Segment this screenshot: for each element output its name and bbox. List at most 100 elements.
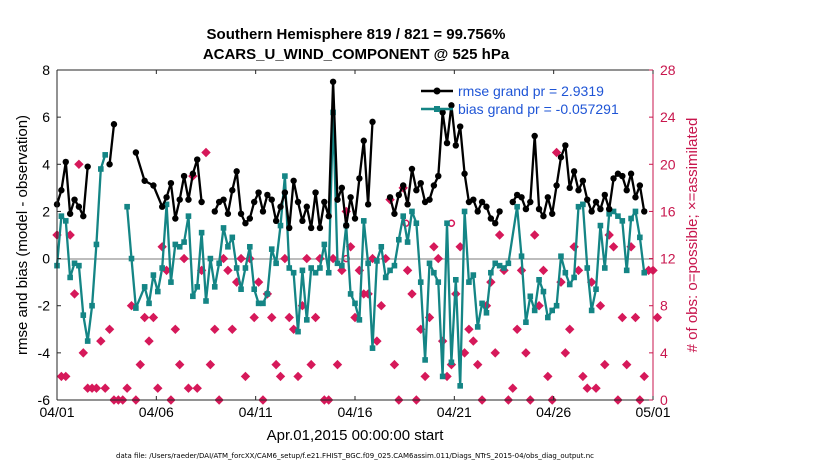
bias-point (141, 284, 148, 290)
bias-point (163, 201, 170, 208)
obs-assimilated-point (508, 383, 518, 393)
obs-assimilated-point (201, 147, 211, 158)
bias-point (540, 288, 547, 295)
bias-point (203, 298, 209, 304)
rmse-point (518, 194, 525, 201)
bias-point (207, 255, 214, 262)
obs-assimilated-point (223, 265, 233, 276)
rmse-point (224, 210, 232, 217)
rmse-point (80, 212, 87, 220)
rmse-point (549, 210, 556, 217)
rmse-point (189, 170, 197, 177)
rmse-point (185, 196, 192, 203)
rmse-point (347, 194, 354, 201)
obs-assimilated-point (148, 312, 159, 323)
bias-point (273, 260, 279, 267)
bias-point (251, 286, 258, 293)
rmse-point (141, 177, 148, 184)
obs-assimilated-point (402, 265, 413, 276)
bias-point (461, 208, 468, 215)
bias-point (365, 260, 371, 267)
rmse-point (307, 224, 315, 232)
bias-point (593, 286, 599, 293)
obs-assimilated-point (205, 359, 216, 370)
obs-assimilated-point (543, 371, 553, 382)
rmse-point (386, 194, 394, 201)
rmse-point (531, 132, 538, 140)
rmse-point (325, 212, 332, 220)
obs-assimilated-point (372, 336, 382, 346)
rmse-point (553, 182, 560, 189)
obs-assimilated-point (617, 312, 628, 323)
rmse-point (246, 215, 254, 222)
chart-subtitle: ACARS_U_WIND_COMPONENT @ 525 hPa (203, 46, 510, 63)
x-tick-label: 04/11 (239, 404, 273, 420)
bias-point (154, 288, 161, 295)
obs-assimilated-point (578, 371, 588, 382)
rmse-point (641, 208, 648, 215)
rmse-point (251, 198, 258, 206)
rmse-point (584, 196, 591, 203)
bias-point (479, 300, 485, 307)
obs-assimilated-point (153, 383, 163, 393)
bias-point (89, 302, 95, 309)
bias-point (216, 260, 222, 267)
obs-assimilated-point (621, 359, 632, 370)
y2-tick-label: 0 (660, 392, 668, 408)
bias-point (150, 272, 157, 278)
y-tick-label: 8 (42, 62, 50, 78)
rmse-point (343, 222, 350, 229)
y2-tick-label: 16 (660, 203, 676, 219)
bias-point (194, 284, 201, 290)
obs-assimilated-point (376, 301, 387, 311)
bias-point (233, 265, 240, 271)
legend-bias-label: bias grand pr = -0.057291 (458, 101, 619, 117)
bias-point (378, 243, 385, 250)
rmse-point (334, 196, 341, 203)
obs-assimilated-point (306, 359, 316, 370)
bias-point (347, 291, 354, 297)
obs-assimilated-point (275, 371, 286, 382)
bias-point (76, 262, 82, 269)
obs-assimilated-point (521, 348, 531, 358)
rmse-point (229, 187, 236, 194)
bias-point (637, 234, 643, 241)
rmse-point (167, 179, 175, 187)
bias-point (71, 260, 78, 267)
bias-point (62, 218, 69, 224)
rmse-line-segment (108, 124, 116, 165)
rmse-point (294, 198, 302, 206)
x-tick-label: 04/01 (39, 404, 74, 420)
rmse-point (627, 170, 635, 177)
bias-point (641, 269, 648, 276)
bias-point (360, 218, 367, 224)
rmse-point (233, 168, 240, 175)
rmse-point (211, 208, 218, 215)
rmse-point (75, 203, 83, 210)
obs-assimilated-point (560, 348, 571, 358)
obs-assimilated-point (302, 253, 312, 264)
bias-point (422, 357, 428, 363)
rmse-point (426, 196, 433, 203)
obs-assimilated-point (464, 324, 474, 334)
obs-assimilated-point (271, 359, 281, 370)
rmse-point (527, 198, 534, 206)
bias-point (339, 262, 345, 269)
rmse-point (461, 170, 468, 177)
bias-point (549, 307, 556, 314)
y2-tick-label: 8 (660, 298, 668, 314)
bias-point (238, 286, 244, 293)
bias-point (580, 201, 586, 208)
rmse-point (303, 203, 310, 210)
bias-point (352, 300, 358, 307)
rmse-point (364, 201, 372, 208)
bias-point (308, 265, 314, 271)
bias-point (277, 222, 284, 229)
bias-point (369, 345, 376, 351)
rmse-point (601, 191, 608, 199)
obs-assimilated-point (183, 383, 194, 393)
bias-point (444, 220, 450, 227)
rmse-point (456, 123, 464, 130)
rmse-point (58, 187, 65, 194)
obs-assimilated-point (630, 312, 641, 323)
